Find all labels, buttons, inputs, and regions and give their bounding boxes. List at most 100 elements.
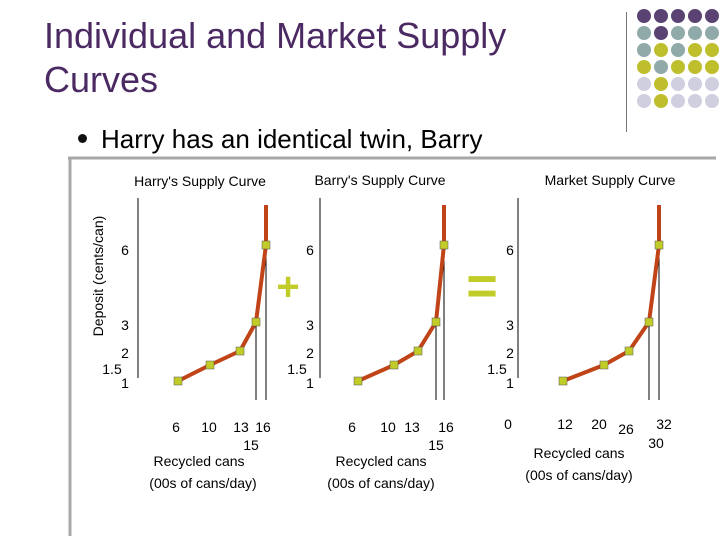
grid-dot — [688, 43, 702, 57]
x-tick-label: 15 — [243, 437, 259, 453]
x-tick-label: 16 — [438, 419, 454, 435]
x-tick-label: 10 — [201, 419, 217, 435]
y-tick-label: 1 — [306, 375, 314, 391]
y-tick-label: 1 — [121, 375, 129, 391]
grid-dot — [654, 9, 668, 23]
y-tick-label: 6 — [306, 242, 314, 258]
grid-dot — [688, 60, 702, 74]
data-point — [599, 360, 609, 370]
y-tick-label: 6 — [506, 242, 514, 258]
grid-dot — [637, 26, 651, 40]
equals-sign: = — [466, 256, 498, 316]
grid-dot — [654, 77, 668, 91]
y-tick-label: 1.5 — [487, 361, 507, 377]
x-axis-label: Recycled cans — [153, 453, 244, 469]
grid-dot — [688, 77, 702, 91]
grid-dot — [705, 77, 719, 91]
y-tick-label: 2 — [306, 345, 314, 361]
x-tick-label: 6 — [348, 419, 356, 435]
y-tick-label: 1 — [506, 375, 514, 391]
grid-dot — [671, 77, 685, 91]
x-axis-label: Recycled cans — [533, 445, 624, 461]
data-point — [251, 317, 261, 327]
data-point — [205, 360, 215, 370]
grid-dot — [671, 26, 685, 40]
y-tick-label: 1.5 — [287, 361, 307, 377]
grid-dot — [637, 94, 651, 108]
y-tick-label: 2 — [121, 345, 129, 361]
plus-sign: + — [276, 265, 299, 309]
x-tick-label: 20 — [591, 416, 607, 432]
data-point — [439, 240, 449, 250]
grid-dot — [637, 43, 651, 57]
supply-curve-line — [562, 205, 661, 383]
x-axis-label-units: (00s of cans/day) — [525, 467, 632, 483]
x-tick-label: 12 — [557, 416, 573, 432]
y-tick-label: 2 — [506, 345, 514, 361]
grid-dot — [688, 9, 702, 23]
chart-title: Harry's Supply Curve — [134, 173, 266, 189]
data-point — [261, 240, 271, 250]
y-tick-label: 3 — [306, 317, 314, 333]
x-tick-label: 0 — [504, 416, 512, 432]
grid-dot — [688, 94, 702, 108]
grid-dot — [671, 43, 685, 57]
grid-dot — [637, 9, 651, 23]
data-point — [413, 346, 423, 356]
grid-dot — [705, 94, 719, 108]
supply-curve-line — [177, 205, 268, 383]
x-tick-label: 15 — [428, 437, 444, 453]
x-axis-label-units: (00s of cans/day) — [327, 475, 434, 491]
grid-dot — [671, 94, 685, 108]
grid-dot — [671, 9, 685, 23]
grid-dot — [705, 43, 719, 57]
x-tick-label: 10 — [380, 419, 396, 435]
grid-dot — [654, 43, 668, 57]
figure-background — [68, 162, 716, 536]
grid-dot — [637, 77, 651, 91]
data-point — [389, 360, 399, 370]
bullet-item: Harry has an identical twin, Barry — [78, 124, 482, 155]
bullet-text: Harry has an identical twin, Barry — [101, 124, 483, 154]
grid-dot — [637, 60, 651, 74]
y-tick-label: 6 — [121, 242, 129, 258]
data-point — [624, 346, 634, 356]
y-axis-label: Deposit (cents/can) — [90, 216, 106, 337]
data-point — [654, 240, 664, 250]
y-tick-label: 1.5 — [102, 361, 122, 377]
x-tick-label: 30 — [648, 435, 664, 451]
y-tick-label: 3 — [506, 317, 514, 333]
grid-dot — [671, 60, 685, 74]
bullet-icon — [78, 133, 87, 143]
chart-title: Barry's Supply Curve — [314, 172, 445, 188]
grid-dot — [654, 26, 668, 40]
x-tick-label: 26 — [618, 421, 634, 437]
x-axis-label-units: (00s of cans/day) — [149, 475, 256, 491]
grid-dot — [688, 26, 702, 40]
data-point — [644, 317, 654, 327]
data-point — [558, 376, 568, 386]
x-tick-label: 13 — [404, 419, 420, 435]
grid-dot — [705, 9, 719, 23]
x-tick-label: 32 — [656, 416, 672, 432]
supply-curve-line — [357, 205, 446, 383]
grid-dot — [705, 60, 719, 74]
grid-dot — [705, 26, 719, 40]
grid-dot — [654, 60, 668, 74]
data-point — [173, 376, 183, 386]
slide-title: Individual and Market Supply Curves — [44, 15, 507, 100]
grid-dot — [654, 94, 668, 108]
decorative-dot-grid — [637, 9, 719, 108]
x-tick-label: 6 — [172, 419, 180, 435]
data-point — [431, 317, 441, 327]
y-tick-label: 3 — [121, 317, 129, 333]
x-axis-label: Recycled cans — [335, 453, 426, 469]
x-tick-label: 16 — [255, 419, 271, 435]
title-divider — [626, 12, 627, 132]
chart-title: Market Supply Curve — [545, 172, 676, 188]
data-point — [235, 346, 245, 356]
